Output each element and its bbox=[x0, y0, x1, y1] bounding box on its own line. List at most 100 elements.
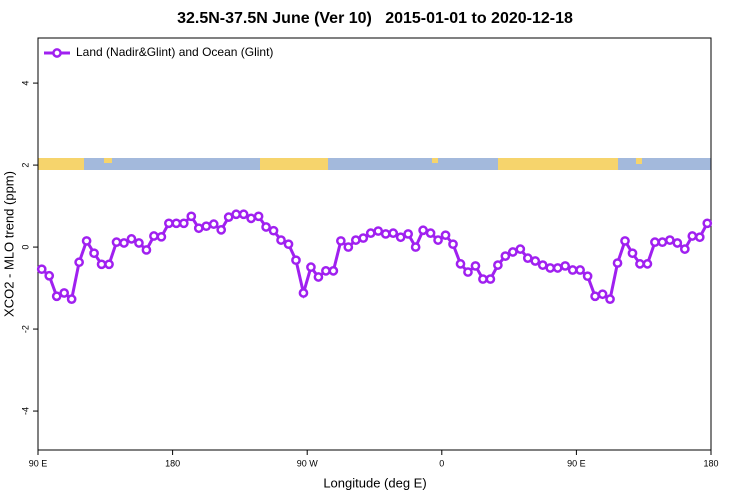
data-point bbox=[455, 259, 466, 269]
land-band bbox=[260, 158, 328, 170]
data-point bbox=[635, 259, 645, 269]
data-point bbox=[178, 218, 189, 229]
data-point bbox=[403, 229, 413, 239]
data-point bbox=[395, 232, 406, 243]
data-point bbox=[500, 251, 511, 261]
chart-title: 32.5N-37.5N June (Ver 10) 2015-01-01 to … bbox=[177, 10, 573, 27]
data-point bbox=[657, 237, 668, 248]
data-point bbox=[575, 265, 585, 275]
data-point bbox=[253, 211, 264, 222]
legend-marker bbox=[52, 48, 62, 58]
land-band bbox=[104, 158, 112, 163]
data-point bbox=[216, 225, 227, 235]
land-band bbox=[636, 158, 642, 164]
data-point bbox=[694, 232, 705, 243]
data-point bbox=[365, 228, 376, 238]
data-point bbox=[298, 288, 309, 298]
data-point bbox=[74, 257, 84, 268]
data-point bbox=[134, 238, 144, 248]
data-point bbox=[522, 253, 533, 263]
y-axis-label: XCO2 - MLO trend (ppm) bbox=[1, 171, 16, 317]
data-point bbox=[66, 294, 77, 304]
x-axis-label: Longitude (deg E) bbox=[323, 475, 426, 490]
data-point bbox=[156, 231, 167, 242]
data-point bbox=[702, 218, 713, 229]
data-point bbox=[246, 213, 256, 224]
data-point bbox=[650, 237, 660, 248]
data-point bbox=[567, 265, 578, 275]
data-point bbox=[620, 236, 630, 246]
x-tick-label: 90 E bbox=[29, 458, 48, 468]
data-point bbox=[201, 221, 212, 232]
y-tick-label: -4 bbox=[20, 407, 30, 415]
plot-frame bbox=[37, 37, 712, 451]
data-point bbox=[642, 259, 653, 269]
data-point bbox=[440, 230, 451, 241]
data-point bbox=[59, 288, 70, 298]
data-point bbox=[545, 263, 556, 273]
data-point bbox=[350, 235, 361, 245]
x-tick-label: 180 bbox=[165, 458, 180, 468]
data-point bbox=[433, 235, 443, 245]
x-tick-label: 90 E bbox=[567, 458, 586, 468]
data-point bbox=[672, 238, 683, 248]
land-band bbox=[432, 158, 438, 163]
data-point bbox=[343, 242, 354, 252]
data-point bbox=[410, 242, 421, 252]
y-tick-label: 0 bbox=[20, 245, 30, 250]
data-point bbox=[126, 234, 137, 244]
data-point bbox=[283, 239, 294, 250]
data-point bbox=[104, 259, 114, 270]
data-point bbox=[36, 264, 47, 275]
data-point bbox=[171, 218, 182, 229]
data-point bbox=[223, 212, 234, 222]
data-point bbox=[530, 256, 541, 266]
data-point bbox=[119, 238, 129, 248]
data-point bbox=[373, 226, 384, 236]
data-point bbox=[306, 262, 316, 273]
data-point bbox=[111, 237, 122, 248]
data-point bbox=[231, 209, 242, 220]
data-point bbox=[590, 291, 600, 302]
data-point bbox=[141, 245, 152, 255]
data-point bbox=[507, 247, 518, 257]
data-point bbox=[313, 272, 324, 282]
data-point bbox=[51, 291, 62, 302]
data-point bbox=[321, 266, 331, 276]
data-point bbox=[418, 225, 428, 236]
data-point bbox=[560, 261, 571, 271]
data-point bbox=[193, 223, 204, 234]
data-point bbox=[261, 222, 271, 232]
data-point bbox=[164, 218, 174, 229]
data-point bbox=[81, 236, 92, 246]
data-point bbox=[463, 267, 473, 277]
data-point bbox=[276, 235, 286, 245]
series-line bbox=[40, 212, 709, 302]
data-point bbox=[44, 270, 55, 281]
data-point bbox=[186, 211, 197, 222]
data-point bbox=[605, 294, 615, 304]
data-point bbox=[478, 274, 488, 284]
y-tick-label: -2 bbox=[20, 325, 30, 333]
data-point bbox=[665, 235, 675, 245]
data-point bbox=[485, 274, 496, 284]
y-tick-label: 2 bbox=[20, 163, 30, 168]
data-point bbox=[238, 209, 249, 220]
data-point bbox=[627, 248, 638, 259]
data-point bbox=[448, 239, 458, 250]
data-point bbox=[208, 219, 219, 229]
data-point bbox=[597, 289, 608, 300]
land-band bbox=[38, 158, 84, 170]
data-point bbox=[96, 259, 107, 270]
data-point bbox=[388, 228, 399, 238]
data-point bbox=[537, 260, 548, 270]
y-tick-label: 4 bbox=[20, 81, 30, 86]
x-tick-label: 0 bbox=[439, 458, 444, 468]
data-point bbox=[470, 261, 481, 271]
data-point bbox=[358, 233, 369, 243]
land-band bbox=[498, 158, 618, 170]
data-point bbox=[380, 229, 391, 239]
data-point bbox=[552, 263, 563, 273]
map-strip bbox=[38, 158, 711, 170]
